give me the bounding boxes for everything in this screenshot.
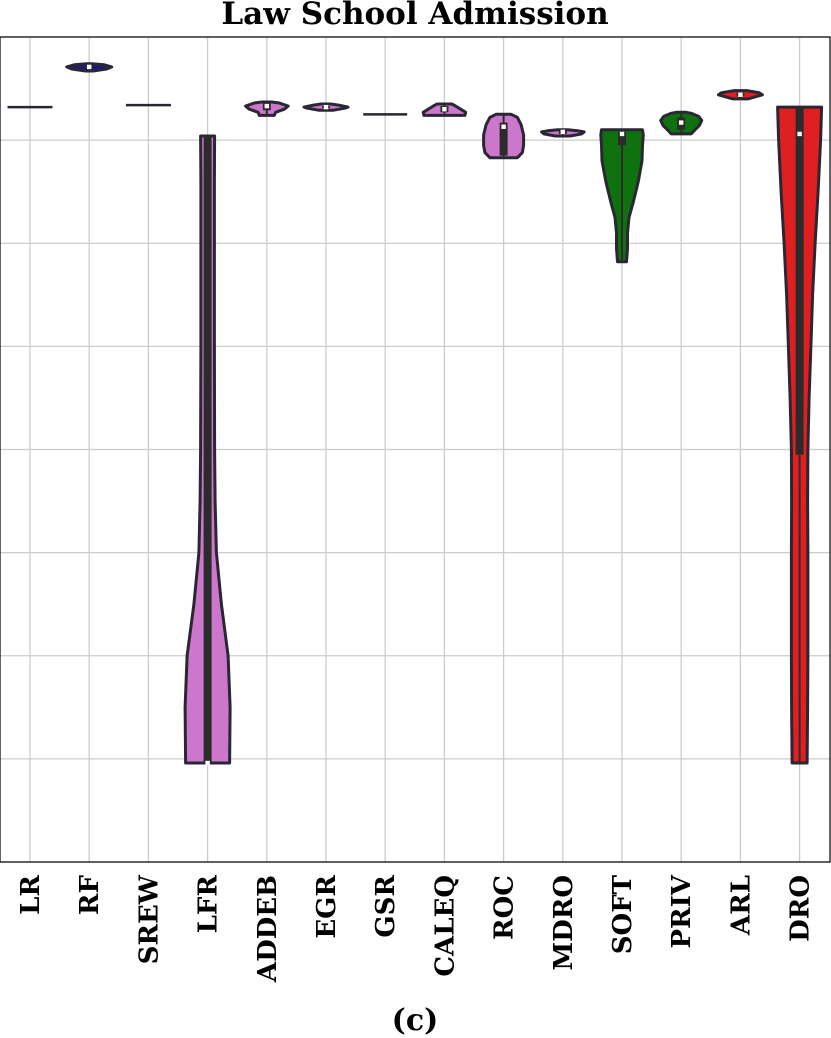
violin-egr [302, 102, 350, 112]
median-marker-priv [679, 120, 684, 125]
x-tick-labels: LR RF SREW LFR ADDEB EGR GSR CALEQ ROC MDRO SOFT PR… [16, 874, 816, 983]
violin-roc [482, 112, 526, 160]
iqr-box-roc [499, 122, 508, 156]
iqr-box-soft [618, 131, 626, 146]
median-marker-soft [619, 131, 625, 137]
x-tick-label-arl: ARL [726, 875, 756, 936]
violin-addeb [244, 100, 290, 117]
violin-dro [776, 105, 824, 765]
violin-rf [65, 62, 114, 73]
median-marker-addeb [264, 103, 269, 109]
grid-lines [0, 36, 830, 863]
violins [7, 62, 824, 766]
chart-title: Law School Admission [221, 0, 608, 32]
median-marker-lfr [205, 760, 210, 766]
x-tick-label-lr: LR [16, 875, 46, 915]
x-tick-label-dro: DRO [786, 875, 816, 942]
x-tick-label-srew: SREW [134, 874, 164, 964]
median-marker-mdro [560, 129, 565, 135]
median-marker-arl [738, 92, 743, 97]
median-marker-roc [501, 124, 506, 129]
violin-mdro [540, 128, 586, 138]
x-tick-label-egr: EGR [312, 875, 342, 939]
x-tick-label-gsr: GSR [371, 875, 401, 938]
violin-lfr [183, 134, 232, 766]
x-tick-label-priv: PRIV [667, 874, 697, 948]
x-tick-label-soft: SOFT [608, 874, 638, 954]
x-tick-label-rf: RF [75, 874, 105, 915]
violin-soft [599, 128, 645, 264]
violin-arl [716, 89, 764, 101]
x-tick-label-caleq: CALEQ [430, 875, 460, 977]
iqr-box-lfr [203, 136, 212, 763]
x-tick-label-addeb: ADDEB [253, 875, 283, 983]
figure-caption: (c) [392, 1003, 439, 1038]
median-marker-dro [797, 131, 802, 137]
iqr-box-dro [795, 107, 804, 455]
violin-priv [659, 110, 704, 136]
plot-frame [0, 36, 831, 863]
median-marker-rf [87, 64, 92, 70]
median-marker-egr [323, 104, 329, 110]
violin-caleq [421, 102, 468, 117]
median-marker-caleq [442, 106, 447, 112]
x-tick-label-lfr: LFR [194, 875, 224, 934]
x-tick-label-mdro: MDRO [549, 875, 579, 971]
x-tick-label-roc: ROC [490, 875, 520, 940]
